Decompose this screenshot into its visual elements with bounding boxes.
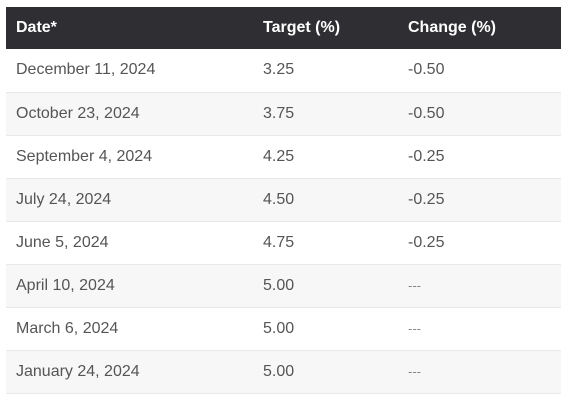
- table-row: December 11, 2024 3.25 -0.50: [6, 49, 561, 93]
- cell-change: -0.25: [398, 135, 561, 179]
- cell-date: January 24, 2024: [6, 350, 253, 394]
- cell-change: -0.50: [398, 92, 561, 136]
- cell-change: -0.25: [398, 178, 561, 222]
- cell-date: July 24, 2024: [6, 178, 253, 222]
- cell-date: March 6, 2024: [6, 307, 253, 351]
- rate-table-container: Date* Target (%) Change (%) December 11,…: [6, 7, 561, 394]
- cell-change: ---: [398, 350, 561, 394]
- table-header: Date* Target (%) Change (%): [6, 7, 561, 49]
- cell-date: September 4, 2024: [6, 135, 253, 179]
- table-row: October 23, 2024 3.75 -0.50: [6, 92, 561, 136]
- cell-target: 5.00: [253, 307, 398, 351]
- cell-target: 4.75: [253, 221, 398, 265]
- cell-target: 4.50: [253, 178, 398, 222]
- header-target: Target (%): [253, 7, 398, 49]
- table-row: June 5, 2024 4.75 -0.25: [6, 221, 561, 265]
- cell-date: December 11, 2024: [6, 49, 253, 93]
- table-row: September 4, 2024 4.25 -0.25: [6, 135, 561, 179]
- header-change: Change (%): [398, 7, 561, 49]
- cell-date: April 10, 2024: [6, 264, 253, 308]
- cell-target: 3.75: [253, 92, 398, 136]
- cell-target: 5.00: [253, 350, 398, 394]
- header-row: Date* Target (%) Change (%): [6, 7, 561, 49]
- cell-change: -0.50: [398, 49, 561, 93]
- table-body: December 11, 2024 3.25 -0.50 October 23,…: [6, 49, 561, 394]
- header-date: Date*: [6, 7, 253, 49]
- cell-change: ---: [398, 307, 561, 351]
- table-row: July 24, 2024 4.50 -0.25: [6, 178, 561, 222]
- cell-change: -0.25: [398, 221, 561, 265]
- cell-change: ---: [398, 264, 561, 308]
- table-row: March 6, 2024 5.00 ---: [6, 307, 561, 351]
- table-row: April 10, 2024 5.00 ---: [6, 264, 561, 308]
- rate-table: Date* Target (%) Change (%) December 11,…: [6, 7, 561, 394]
- cell-target: 4.25: [253, 135, 398, 179]
- cell-target: 3.25: [253, 49, 398, 93]
- cell-date: October 23, 2024: [6, 92, 253, 136]
- cell-date: June 5, 2024: [6, 221, 253, 265]
- table-row: January 24, 2024 5.00 ---: [6, 350, 561, 394]
- cell-target: 5.00: [253, 264, 398, 308]
